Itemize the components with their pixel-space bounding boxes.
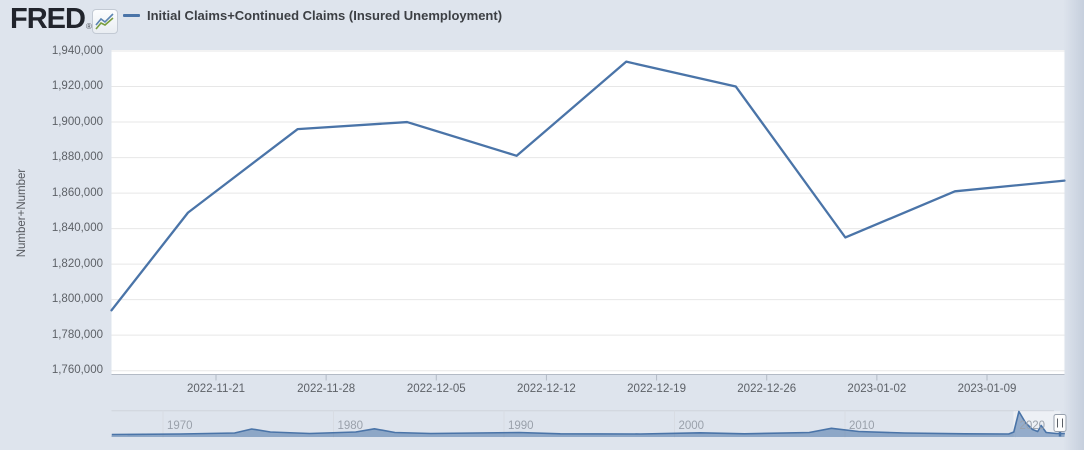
y-axis-tick-label: 1,760,000 (51, 364, 103, 377)
navigator-decade-label: 1980 (337, 419, 364, 432)
x-axis-tick-label: 2022-11-28 (297, 383, 356, 395)
y-axis-tick-label: 1,900,000 (51, 115, 103, 128)
x-axis-tick-label: 2022-11-21 (187, 383, 245, 395)
x-axis-tick-label: 2022-12-19 (627, 383, 686, 395)
main-series-line (110, 60, 1066, 312)
x-axis-tick-label: 2022-12-26 (737, 383, 797, 395)
right-edge-shading (1063, 0, 1084, 450)
fred-sparkline-icon (92, 9, 118, 34)
y-axis-tick-label: 1,820,000 (51, 257, 103, 270)
x-axis-tick-label: 2023-01-09 (957, 383, 1017, 395)
y-axis-tick-label: 1,880,000 (51, 151, 103, 164)
graph-header: FRED ® Initial Claims+Continued Claims (… (0, 0, 1084, 40)
navigator-decade-label: 2000 (678, 419, 705, 432)
y-axis-tick-label: 1,860,000 (51, 186, 103, 199)
navigator-decade-label: 2020 (1019, 419, 1046, 432)
plot-area[interactable] (111, 50, 1065, 375)
x-axis-tick-label: 2022-12-12 (517, 383, 576, 395)
navigator-decade-label: 1970 (167, 419, 193, 432)
navigator-decade-label: 1990 (508, 419, 534, 432)
y-axis-tick-label: 1,800,000 (51, 293, 103, 306)
legend-label: Initial Claims+Continued Claims (Insured… (147, 8, 503, 23)
legend-line-sample-icon (123, 14, 140, 17)
navigator-decade-label: 2010 (849, 419, 875, 432)
legend-item[interactable]: Initial Claims+Continued Claims (Insured… (123, 8, 502, 23)
y-axis-tick-label: 1,840,000 (51, 222, 103, 235)
navigator-series-line (111, 410, 1065, 436)
fred-logo[interactable]: FRED ® (10, 4, 92, 34)
navigator-area-fill[interactable] (111, 411, 1065, 438)
y-axis-tick-label: 1,920,000 (51, 80, 103, 93)
registered-mark-icon: ® (85, 22, 92, 31)
x-axis-tick-label: 2023-01-02 (847, 383, 907, 395)
y-axis-tick-label: 1,780,000 (51, 328, 103, 341)
fred-logo-text: FRED (10, 3, 86, 35)
x-axis-tick-label: 2022-12-05 (406, 383, 466, 395)
y-axis-tick-label: 1,940,000 (51, 44, 103, 57)
